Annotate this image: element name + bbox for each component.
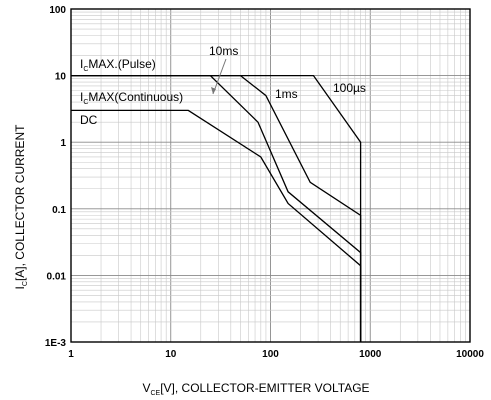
y-tick-label: 100 — [49, 5, 66, 16]
y-tick-label: 0.01 — [47, 271, 67, 282]
dc-label: DC — [80, 113, 98, 127]
ic-max-continuous-label: ICMAX(Continuous) — [80, 90, 183, 106]
grid — [71, 9, 470, 342]
10ms-pointer-arrowhead — [211, 87, 216, 94]
x-tick-label: 100 — [262, 349, 279, 360]
x-tick-label: 1000 — [359, 349, 382, 360]
tick-labels: 1 10 100 1000 10000 1E-3 0.01 0.1 1 10 100 — [45, 5, 484, 360]
1ms-label: 1ms — [275, 87, 298, 101]
plot-frame — [70, 8, 471, 343]
y-axis-title: IC[A], COLLECTOR CURRENT — [13, 124, 29, 290]
10ms-label: 10ms — [209, 44, 238, 58]
x-tick-label: 10 — [165, 349, 177, 360]
x-axis-title: VCE[V], COLLECTOR-EMITTER VOLTAGE — [142, 381, 369, 397]
10ms-pointer — [212, 58, 227, 95]
curves — [71, 74, 362, 342]
y-tick-label: 1 — [60, 138, 66, 149]
soa-curve-100us — [71, 74, 362, 342]
x-tick-label: 10000 — [456, 349, 484, 360]
y-tick-label: 0.1 — [52, 205, 66, 216]
y-tick-label: 10 — [55, 72, 67, 83]
ic-max-pulse-label: ICMAX.(Pulse) — [80, 57, 156, 73]
y-tick-label: 1E-3 — [45, 338, 67, 349]
x-tick-label: 1 — [68, 349, 74, 360]
100us-label: 100µs — [333, 81, 366, 95]
